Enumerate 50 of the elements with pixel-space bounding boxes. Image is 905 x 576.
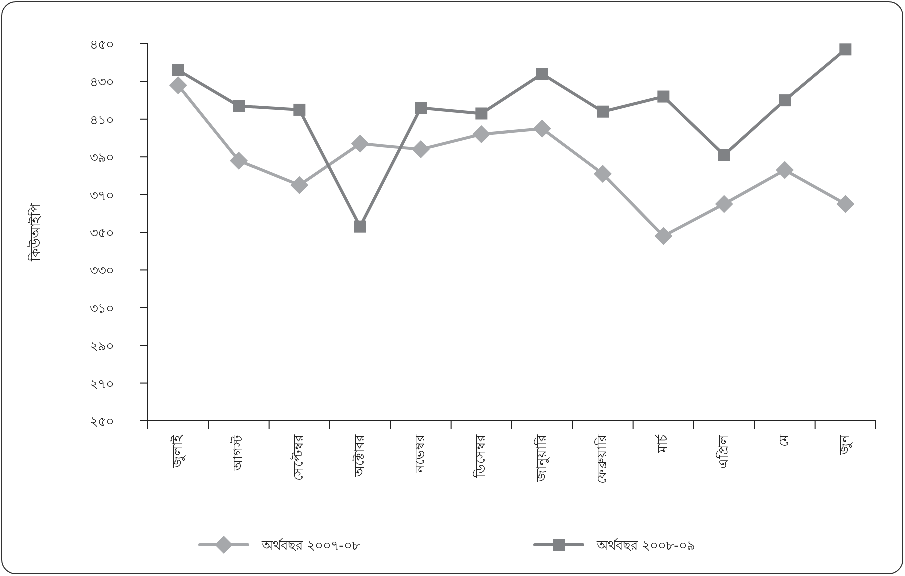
point <box>654 227 673 246</box>
x-tick-label: জুলাই <box>170 434 186 469</box>
point <box>233 100 245 112</box>
point <box>290 176 309 194</box>
point <box>779 94 791 107</box>
y-tick-label: ৩৩০ <box>90 264 114 280</box>
y-axis-title: কিউআইপি <box>28 204 44 262</box>
x-tick-label: ডিসেম্বর <box>473 434 490 479</box>
y-tick-label: ৪৩০ <box>90 76 114 91</box>
point <box>294 104 306 116</box>
point <box>415 102 427 114</box>
point <box>718 149 730 162</box>
x-tick-label: মার্চ <box>655 434 672 454</box>
point <box>533 120 552 138</box>
point <box>776 161 794 180</box>
y-tick-label: ৪১০ <box>90 113 114 128</box>
point <box>354 220 366 233</box>
x-tick-label: এপ্রিল <box>716 435 732 469</box>
x-tick-label: নভেম্বর <box>414 434 428 474</box>
point <box>594 165 612 184</box>
point <box>412 140 430 159</box>
point <box>658 90 670 103</box>
y-tick-label: ৩৫০ <box>90 226 114 242</box>
y-tick-label: ২৭০ <box>90 377 114 392</box>
x-tick-label: মে <box>778 434 792 447</box>
point <box>230 152 248 170</box>
point <box>597 106 609 118</box>
x-tick-label: জানুয়ারি <box>534 434 550 483</box>
y-tick-label: ৪৫০ <box>90 38 114 53</box>
x-tick-label: সেপ্টেম্বর <box>291 434 308 481</box>
x-tick-label: অক্টোবর <box>352 434 368 478</box>
y-tick-label: ২৯০ <box>90 340 114 355</box>
y-tick-label: ৩১০ <box>90 302 114 317</box>
point <box>476 108 488 120</box>
point <box>840 44 852 56</box>
legend-label: অর্থবছর ২০০৭-০৮ <box>261 538 361 554</box>
point <box>836 195 855 214</box>
y-tick-label: ৩৭০ <box>90 188 114 204</box>
x-tick-label: ফেব্রুয়ারি <box>594 434 610 484</box>
point <box>715 195 734 214</box>
y-tick-label: ৩৯০ <box>90 151 114 166</box>
x-tick-label: আগস্ট <box>230 435 246 472</box>
x-tick-label: জুন <box>838 435 854 456</box>
point <box>536 68 548 80</box>
point <box>351 134 370 153</box>
point <box>169 76 188 94</box>
y-tick-label: ২৫০ <box>90 415 114 430</box>
point <box>172 64 184 76</box>
legend-label: অর্থবছর ২০০৮-০৯ <box>596 538 695 554</box>
point <box>472 125 491 144</box>
